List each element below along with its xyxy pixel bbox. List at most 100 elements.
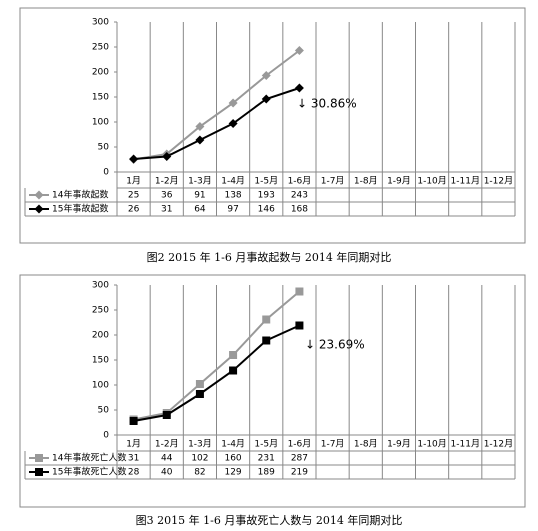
- y-tick-label: 250: [92, 306, 109, 316]
- series-line: [133, 290, 301, 421]
- table-value: 28: [128, 468, 140, 478]
- x-tick-label: 1-7月: [321, 176, 345, 187]
- x-tick-label: 1-8月: [354, 439, 378, 450]
- caption: 图3 2015 年 1-6 月事故死亡人数与 2014 年同期对比: [136, 513, 403, 527]
- table-value: 97: [227, 205, 238, 215]
- marker: [195, 390, 204, 398]
- table-value: 25: [128, 191, 139, 201]
- y-tick-label: 200: [92, 68, 109, 78]
- series-line: [133, 87, 300, 160]
- marker: [261, 94, 271, 104]
- marker: [162, 411, 171, 419]
- marker: [295, 287, 304, 296]
- annotation: ↓ 30.86%: [297, 97, 357, 111]
- y-tick-label: 300: [92, 18, 109, 28]
- y-tick-label: 50: [98, 406, 110, 416]
- x-tick-label: 1-11月: [451, 176, 480, 187]
- marker: [34, 190, 44, 200]
- marker: [35, 468, 43, 476]
- chart-frame: [19, 274, 526, 508]
- table-value: 40: [161, 468, 173, 478]
- table-value: 26: [128, 205, 140, 215]
- table-value: 146: [258, 205, 275, 215]
- table-value: 31: [161, 205, 172, 215]
- table-value: 287: [291, 454, 308, 464]
- x-tick-label: 1-12月: [484, 176, 513, 187]
- table-value: 102: [191, 454, 208, 464]
- table-value: 138: [224, 191, 241, 201]
- marker: [228, 98, 238, 108]
- x-tick-label: 1-10月: [417, 439, 446, 450]
- legend-label: 15年事故死亡人数: [52, 466, 126, 478]
- y-tick-label: 300: [92, 281, 109, 291]
- marker: [262, 315, 271, 324]
- table-value: 168: [291, 205, 308, 215]
- marker: [229, 366, 238, 375]
- y-tick-label: 250: [92, 43, 109, 53]
- marker: [195, 122, 205, 131]
- y-tick-label: 150: [92, 93, 109, 103]
- x-tick-label: 1-3月: [188, 439, 212, 450]
- marker: [162, 152, 172, 161]
- table-value: 243: [291, 191, 308, 201]
- x-tick-label: 1-9月: [387, 176, 411, 187]
- marker: [294, 46, 304, 55]
- chart-frame: [19, 7, 526, 244]
- table-value: 129: [224, 468, 241, 478]
- x-tick-label: 1月: [126, 439, 141, 450]
- marker: [294, 83, 304, 93]
- x-tick-label: 1-5月: [254, 176, 278, 187]
- marker: [195, 380, 204, 388]
- table-value: 31: [128, 454, 139, 464]
- x-tick-label: 1-11月: [451, 439, 480, 450]
- marker: [195, 135, 205, 145]
- x-tick-label: 1-2月: [155, 176, 179, 187]
- x-tick-label: 1-4月: [221, 176, 245, 187]
- y-tick-label: 200: [92, 331, 109, 341]
- table-value: 189: [258, 468, 275, 478]
- x-tick-label: 1-3月: [188, 176, 212, 187]
- table-value: 219: [291, 468, 308, 478]
- marker: [295, 321, 304, 330]
- table-value: 91: [194, 191, 205, 201]
- marker: [129, 417, 138, 425]
- x-tick-label: 1-6月: [288, 176, 312, 187]
- annotation: ↓ 23.69%: [305, 338, 365, 352]
- x-tick-label: 1-12月: [484, 439, 513, 450]
- table-value: 82: [194, 468, 205, 478]
- x-tick-label: 1月: [126, 176, 141, 187]
- marker: [35, 454, 43, 462]
- x-tick-label: 1-2月: [155, 439, 179, 450]
- y-tick-label: 50: [98, 143, 110, 153]
- series-line: [133, 324, 300, 422]
- x-tick-label: 1-7月: [321, 439, 345, 450]
- y-tick-label: 0: [103, 431, 109, 441]
- marker: [228, 119, 238, 128]
- y-tick-label: 150: [92, 356, 109, 366]
- table-value: 231: [258, 454, 275, 464]
- table-value: 64: [194, 205, 206, 215]
- x-tick-label: 1-9月: [387, 439, 411, 450]
- caption: 图2 2015 年 1-6 月事故起数与 2014 年同期对比: [147, 250, 392, 264]
- legend-label: 14年事故起数: [52, 189, 108, 201]
- table-value: 193: [258, 191, 275, 201]
- series-line: [133, 49, 301, 161]
- table-value: 36: [161, 191, 173, 201]
- marker: [229, 351, 238, 359]
- x-tick-label: 1-5月: [254, 439, 278, 450]
- legend-label: 15年事故起数: [52, 203, 108, 215]
- marker: [129, 154, 139, 164]
- x-tick-label: 1-4月: [221, 439, 245, 450]
- x-tick-label: 1-10月: [417, 176, 446, 187]
- legend-label: 14年事故死亡人数: [52, 452, 126, 464]
- y-tick-label: 0: [103, 168, 109, 178]
- x-tick-label: 1-8月: [354, 176, 378, 187]
- y-tick-label: 100: [92, 118, 109, 128]
- marker: [34, 204, 44, 214]
- marker: [261, 71, 271, 80]
- y-tick-label: 100: [92, 381, 109, 391]
- x-tick-label: 1-6月: [288, 439, 312, 450]
- marker: [262, 336, 271, 345]
- table-value: 44: [161, 454, 173, 464]
